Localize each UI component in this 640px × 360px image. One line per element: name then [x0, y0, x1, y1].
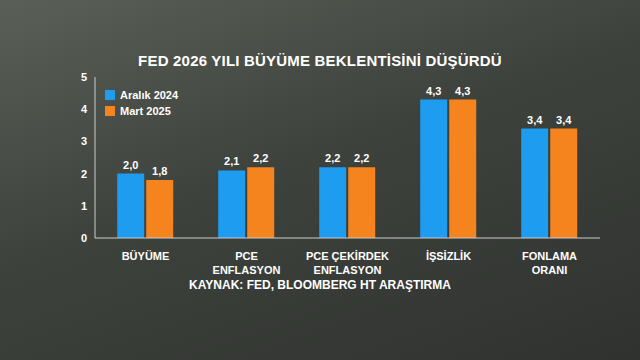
svg-text:1,8: 1,8 [152, 165, 167, 177]
html-text:Mart 2025: Mart 2025 [120, 105, 171, 117]
svg-text:2,2: 2,2 [354, 152, 369, 164]
svg-text:5: 5 [81, 71, 87, 83]
svg-text:PCEENFLASYON: PCEENFLASYON [213, 250, 281, 276]
svg-text:İŞSİZLİK: İŞSİZLİK [426, 250, 471, 262]
svg-text:3: 3 [81, 135, 87, 147]
svg-text:1: 1 [81, 200, 87, 212]
svg-text:4,3: 4,3 [455, 85, 470, 97]
svg-text:4,3: 4,3 [426, 85, 441, 97]
svg-text:2: 2 [81, 168, 87, 180]
svg-text:2,2: 2,2 [253, 152, 268, 164]
svg-text:BÜYÜME: BÜYÜME [122, 250, 170, 262]
svg-text:3,4: 3,4 [556, 114, 572, 126]
svg-text:FONLAMAORANI: FONLAMAORANI [522, 250, 577, 276]
html-text:FED 2026 YILI BÜYÜME BEKLENTİS: FED 2026 YILI BÜYÜME BEKLENTİSİNİ DÜŞÜRD… [138, 52, 502, 69]
html-text:Aralık 2024: Aralık 2024 [120, 89, 179, 101]
svg-text:2,1: 2,1 [224, 155, 239, 167]
html-text:KAYNAK: FED, BLOOMBERG HT ARAŞ: KAYNAK: FED, BLOOMBERG HT ARAŞTIRMA [189, 278, 451, 292]
svg-text:4: 4 [81, 103, 88, 115]
svg-text:3,4: 3,4 [527, 114, 543, 126]
svg-text:2,0: 2,0 [123, 159, 138, 171]
svg-text:0: 0 [81, 232, 87, 244]
svg-text:PCE ÇEKİRDEKENFLASYON: PCE ÇEKİRDEKENFLASYON [306, 250, 389, 276]
svg-text:2,2: 2,2 [325, 152, 340, 164]
